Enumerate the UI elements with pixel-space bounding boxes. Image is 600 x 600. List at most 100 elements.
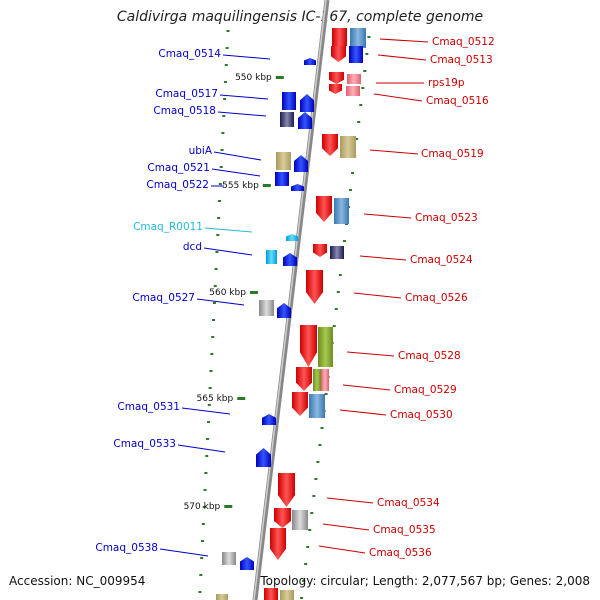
tick-mark [209,370,213,372]
tick-mark [210,353,214,355]
label-leader-line [377,54,427,61]
tick-mark [212,302,216,304]
label-leader-line [322,523,370,531]
reverse-gene [292,510,308,530]
reverse-gene [300,325,317,367]
label-leader-line [222,54,271,60]
label-leader-line [196,298,245,306]
tick-mark [310,512,314,514]
tick-mark [208,387,212,389]
tick-mark [219,166,223,168]
reverse-gene [350,28,366,48]
genome-backbone-highlight [253,0,327,600]
reverse-gene [322,134,338,156]
gene-label-left: Cmaq_0531 [117,401,180,413]
scale-label: 570 kbp [184,502,221,512]
map-title: Caldivirga maquilingensis IC-167, comple… [116,9,484,25]
tick-mark [214,268,218,270]
gene-label-left: Cmaq_0521 [147,162,210,174]
tick-mark [355,138,359,140]
label-leader-line [353,292,402,299]
gene-label-right: Cmaq_0536 [369,547,432,559]
reverse-gene [330,246,344,259]
tick-mark [207,404,211,406]
tick-mark [336,291,340,293]
tick-mark [218,183,222,185]
label-leader-line [213,151,262,161]
tick-mark [202,506,206,508]
tick-mark [224,64,228,66]
forward-gene [280,112,294,127]
tick-mark [302,580,306,582]
label-leader-line [204,227,253,233]
reverse-gene [292,392,308,416]
forward-gene [294,155,308,172]
tick-mark [359,104,363,106]
tick-mark [221,132,225,134]
rna-gene [286,234,298,241]
tick-mark [206,421,210,423]
reverse-gene [313,369,321,391]
tick-mark [211,336,215,338]
gene-label-right: Cmaq_0516 [426,95,489,107]
scale-label: 560 kbp [209,288,246,298]
tick-mark [199,574,203,576]
tick-mark [217,217,221,219]
reverse-gene [321,369,329,391]
scale-label: 550 kbp [235,73,272,83]
label-leader-line [363,213,412,219]
gene-label-right: Cmaq_0523 [415,212,478,224]
tick-mark [357,121,361,123]
tick-mark [342,240,346,242]
label-leader-line [359,255,407,261]
label-leader-line [373,93,423,102]
reverse-gene [264,588,278,600]
scale-tick [275,76,284,79]
label-leader-line [346,351,395,357]
gene-label-left: Cmaq_0527 [132,292,195,304]
forward-gene [262,414,276,425]
forward-gene [276,152,291,170]
forward-gene [300,94,314,112]
tick-mark [306,546,310,548]
gene-label-left: Cmaq_0517 [155,88,218,100]
tick-mark [222,115,226,117]
reverse-gene [349,46,363,63]
scale-label: 555 kbp [222,181,259,191]
tick-mark [318,444,322,446]
forward-gene [259,300,274,316]
accession-text: Accession: NC_009954 [9,574,146,588]
tick-mark [361,87,365,89]
reverse-gene [331,46,346,62]
scale-tick [262,184,271,187]
label-leader-line [339,409,387,416]
tick-mark [304,563,308,565]
gene-label-right: Cmaq_0526 [405,292,468,304]
tick-mark [367,36,371,38]
tick-mark [300,597,304,599]
forward-gene [304,58,316,65]
forward-gene [291,184,304,191]
tick-mark [338,274,342,276]
label-leader-line [219,94,269,100]
gene-label-right: Cmaq_0513 [430,54,493,66]
label-leader-line [379,38,429,43]
reverse-gene [313,244,327,257]
tick-mark [200,557,204,559]
gene-label-left: Cmaq_0538 [95,542,158,554]
reverse-gene [318,327,333,367]
reverse-gene [278,473,295,507]
gene-label-left: Cmaq_R0011 [133,221,203,233]
scale-tick [237,397,246,400]
gene-label-right: Cmaq_0512 [432,36,495,48]
tick-mark [312,495,316,497]
scale-label: 565 kbp [197,394,234,404]
tick-mark [204,472,208,474]
forward-gene [216,594,228,600]
tick-mark [314,478,318,480]
tick-mark [324,393,328,395]
gene-label-right: Cmaq_0534 [377,497,440,509]
label-leader-line [342,384,391,391]
